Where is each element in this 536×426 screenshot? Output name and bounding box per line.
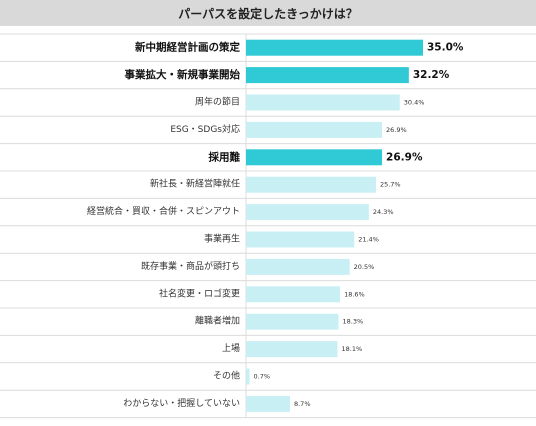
category-label: その他 — [213, 370, 240, 382]
bar — [246, 313, 339, 330]
bar — [246, 39, 423, 56]
value-label: 35.0% — [427, 42, 464, 54]
value-label: 30.4% — [404, 99, 425, 107]
category-label: 離職者増加 — [195, 315, 240, 327]
bar — [246, 395, 290, 412]
value-label: 8.7% — [294, 400, 311, 408]
value-label: 18.6% — [344, 290, 365, 298]
bar — [246, 67, 409, 84]
bar — [246, 258, 350, 275]
bar — [246, 204, 369, 221]
chart-title: パーパスを設定したきっかけは？ — [178, 6, 358, 21]
value-label: 25.7% — [380, 181, 401, 189]
value-label: 18.1% — [342, 345, 363, 353]
bar — [246, 149, 383, 166]
value-label: 24.3% — [373, 208, 394, 216]
bar — [246, 341, 338, 358]
category-label: 社名変更・ロゴ変更 — [159, 287, 240, 299]
category-label: ESG・SDGs対応 — [170, 123, 240, 135]
category-label: 経営統合・買収・合併・スピンアウト — [87, 205, 240, 217]
category-label: 上場 — [222, 342, 240, 354]
bar — [246, 286, 341, 303]
bar — [246, 121, 383, 138]
category-label: 新中期経営計画の策定 — [135, 41, 240, 54]
category-label: わからない・把握していない — [123, 397, 240, 409]
bar — [246, 368, 250, 385]
value-label: 18.3% — [343, 318, 364, 326]
category-label: 周年の節目 — [195, 96, 240, 108]
category-label: 事業再生 — [204, 233, 240, 245]
value-label: 32.2% — [413, 69, 450, 81]
chart-title-bar: パーパスを設定したきっかけは？ — [0, 0, 536, 26]
value-label: 20.5% — [354, 263, 375, 271]
value-label: 21.4% — [358, 236, 379, 244]
category-label: 事業拡大・新規事業開始 — [125, 68, 241, 81]
category-label: 採用難 — [209, 150, 241, 163]
value-label: 26.9% — [386, 126, 407, 134]
value-label: 0.7% — [254, 373, 271, 381]
category-label: 新社長・新経営陣就任 — [150, 178, 240, 190]
bar — [246, 94, 400, 111]
value-label: 26.9% — [386, 151, 423, 163]
category-label: 既存事業・商品が頭打ち — [141, 260, 240, 272]
bar — [246, 231, 355, 248]
bar — [246, 176, 376, 193]
